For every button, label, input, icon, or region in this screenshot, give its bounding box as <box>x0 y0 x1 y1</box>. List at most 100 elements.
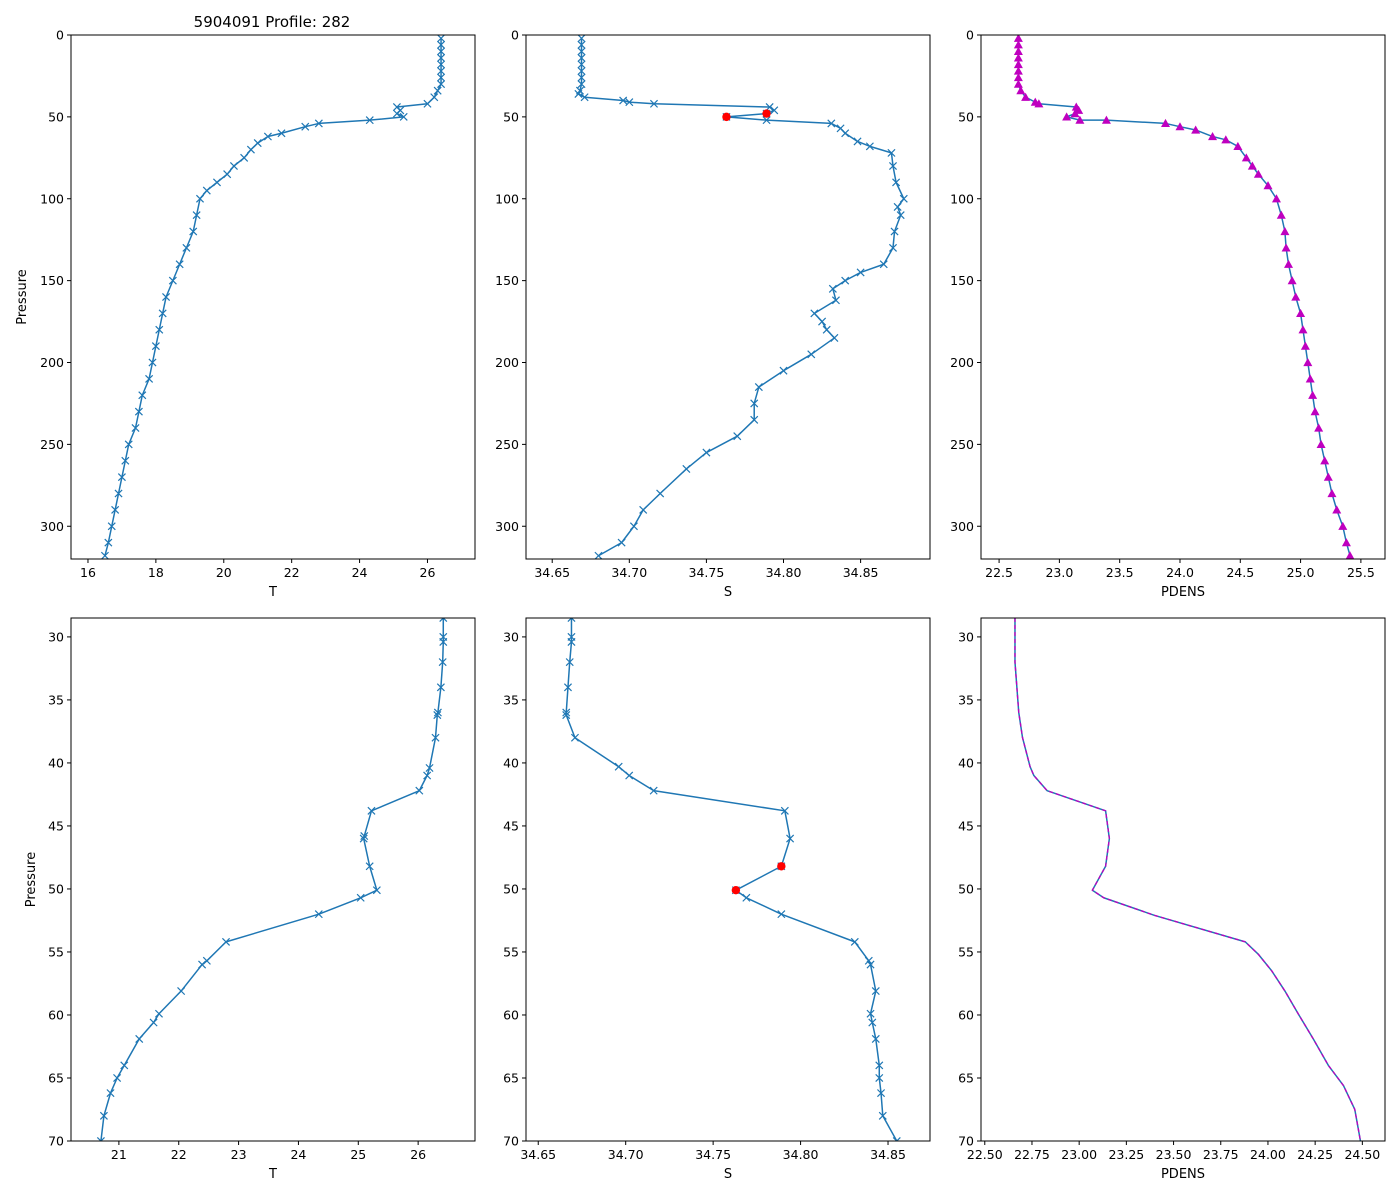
data-point-6 <box>433 711 442 720</box>
data-point-19 <box>1175 122 1185 131</box>
data-point-13 <box>649 99 659 108</box>
x-tick-label-0: 22.5 <box>985 565 1013 580</box>
data-point-42 <box>124 440 133 449</box>
data-point-31 <box>1281 243 1291 252</box>
data-point-31 <box>888 243 898 252</box>
data-point-13 <box>392 109 401 118</box>
data-point-27 <box>899 194 908 203</box>
x-tick-label-3: 23.25 <box>1108 1147 1144 1162</box>
data-point-22 <box>154 1009 164 1018</box>
data-point-21 <box>841 129 850 138</box>
y-tick-label-0: 30 <box>503 629 519 644</box>
data-point-43 <box>1316 439 1326 448</box>
axes-frame <box>525 617 931 1142</box>
x-tick-label-6: 25.5 <box>1347 565 1375 580</box>
data-point-11 <box>619 96 628 105</box>
data-point-39 <box>138 391 147 400</box>
y-tick-label-4: 50 <box>48 881 64 896</box>
data-point-23 <box>871 1034 880 1043</box>
data-point-11 <box>367 806 376 815</box>
data-point-2 <box>439 637 448 646</box>
data-point-52 <box>617 538 626 547</box>
series-dash-overlay <box>1014 618 1362 1141</box>
data-point-29 <box>896 211 905 220</box>
data-point-5 <box>577 67 586 76</box>
data-point-10 <box>423 99 432 108</box>
y-tick-label-1: 50 <box>958 109 974 124</box>
data-point-6 <box>577 73 586 82</box>
y-tick-label-6: 60 <box>958 1007 974 1022</box>
data-point-50 <box>1345 551 1355 559</box>
y-tick-label-1: 35 <box>48 692 64 707</box>
data-point-0 <box>1013 35 1023 42</box>
data-point-28 <box>1271 194 1281 203</box>
x-tick-label-3: 34.80 <box>783 1147 819 1162</box>
data-point-47 <box>1332 505 1342 514</box>
data-point-21 <box>177 987 186 996</box>
data-point-32 <box>168 276 177 285</box>
data-point-47 <box>702 448 711 457</box>
y-tick-label-8: 70 <box>958 1134 974 1149</box>
data-point-16 <box>356 893 365 902</box>
data-point-27 <box>195 194 205 203</box>
x-tick-label-3: 24.0 <box>1166 565 1194 580</box>
panel-bottom-right: 22.50 22.75 23.00 23.25 23.50 23.75 24.00 24.25… <box>958 617 1386 1182</box>
data-point-39 <box>1305 374 1315 383</box>
data-point-12 <box>360 831 369 841</box>
data-point-35 <box>828 284 837 293</box>
data-point-16 <box>777 910 786 919</box>
plot-area <box>96 618 448 1141</box>
x-tick-label-5: 26 <box>410 1147 426 1162</box>
data-point-31 <box>175 260 184 269</box>
data-point-22 <box>868 1018 877 1027</box>
data-point-10 <box>580 93 589 102</box>
data-point-39 <box>822 325 831 334</box>
data-point-16 <box>1075 115 1085 124</box>
data-point-0 <box>439 618 448 623</box>
data-point-9 <box>423 771 432 780</box>
panel-top-left: 16 18 20 22 24 26 0 50 100 150 200 250 300 T Pressure <box>15 28 476 600</box>
data-point-43 <box>121 456 130 465</box>
data-point-34 <box>158 309 167 318</box>
data-point-30 <box>1280 227 1290 236</box>
y-tick-label-5: 250 <box>950 437 974 452</box>
x-tick-label-0: 21 <box>111 1147 127 1162</box>
y-tick-label-1: 50 <box>503 109 519 124</box>
data-point-45 <box>1323 472 1333 481</box>
y-tick-label-7: 65 <box>503 1070 519 1085</box>
x-tick-label-1: 22.75 <box>1014 1147 1050 1162</box>
data-point-8 <box>433 86 442 95</box>
y-tick-label-5: 55 <box>503 944 519 959</box>
data-point-20 <box>253 139 262 148</box>
data-point-2 <box>577 47 586 56</box>
data-point-26 <box>877 1089 886 1098</box>
data-point-12 <box>625 98 634 107</box>
data-point-18 <box>277 129 286 138</box>
x-tick-label-0: 16 <box>80 565 96 580</box>
data-point-38 <box>1303 358 1313 367</box>
data-point-29 <box>189 227 198 236</box>
y-tick-label-4: 200 <box>495 355 519 370</box>
data-point-42 <box>779 366 788 375</box>
data-point-33 <box>856 268 865 277</box>
panel-bottom-middle: 34.65 34.70 34.75 34.80 34.85 30 35 40 45 50 55 60 6… <box>503 617 931 1182</box>
data-point-0 <box>437 35 446 43</box>
data-point-2 <box>437 47 446 56</box>
data-point-14 <box>765 103 774 112</box>
x-tick-label-4: 24 <box>352 565 368 580</box>
data-point-19 <box>263 132 272 141</box>
y-tick-label-8: 70 <box>503 1134 519 1149</box>
data-point-9 <box>430 93 439 102</box>
data-point-4 <box>1013 59 1023 69</box>
data-point-7 <box>1013 79 1023 88</box>
data-point-19 <box>827 119 836 128</box>
y-tick-label-7: 65 <box>958 1070 974 1085</box>
flag-point-1 <box>777 862 786 871</box>
plot-area <box>1014 618 1362 1141</box>
data-point-35 <box>1296 308 1306 317</box>
data-point-7 <box>577 80 586 89</box>
y-axis-label: Pressure <box>15 269 30 325</box>
data-point-26 <box>202 186 211 195</box>
data-point-48 <box>104 538 113 547</box>
